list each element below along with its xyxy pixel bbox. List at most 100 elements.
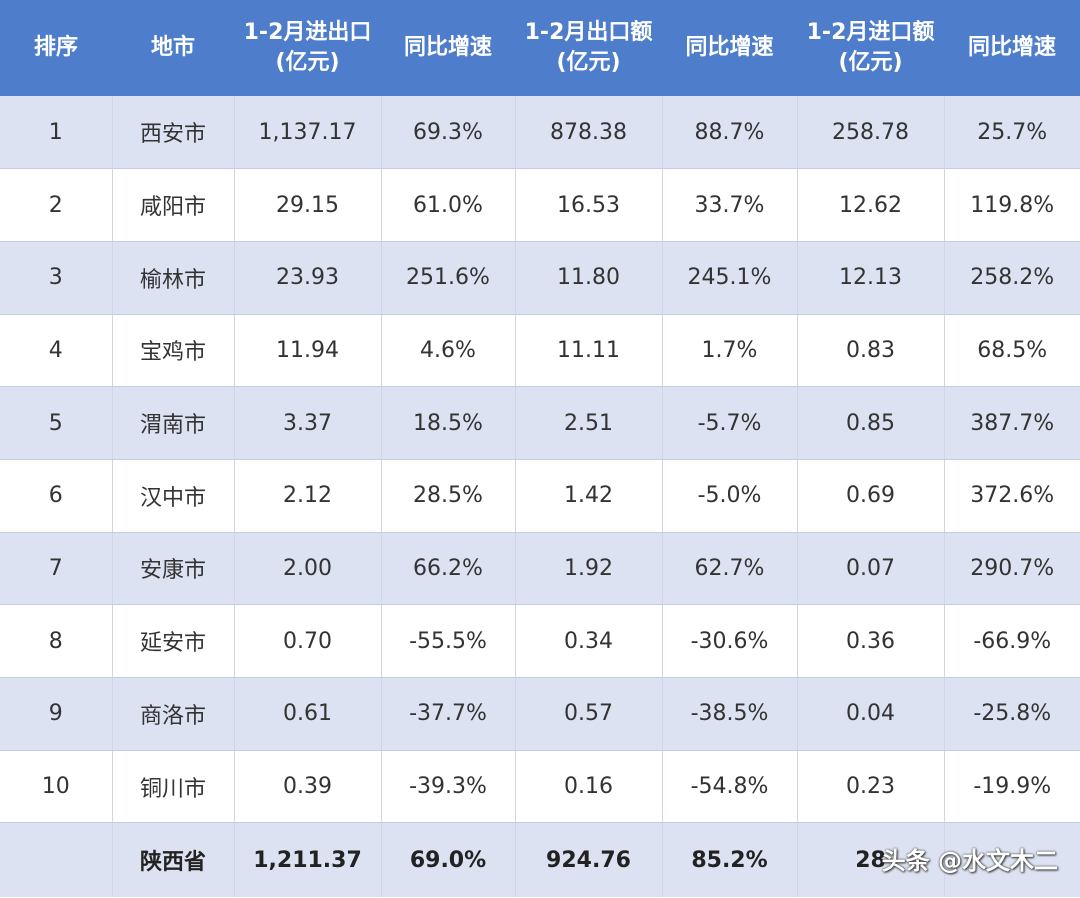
- cell-total: 2.00: [233, 532, 381, 606]
- header-city: 地市: [112, 0, 234, 96]
- cell-import: 0.04: [796, 677, 944, 751]
- header-import-line1: 1-2月进口额: [806, 20, 935, 45]
- cell-import: 0.85: [796, 386, 944, 460]
- cell-export: 16.53: [514, 168, 662, 242]
- header-export-yoy: 同比增速: [662, 0, 797, 96]
- watermark: 头条 @水文木二: [881, 847, 1058, 875]
- cell-import: 12.13: [796, 241, 944, 315]
- cell-rank: 5: [0, 386, 112, 460]
- header-rank: 排序: [0, 0, 112, 96]
- table-row: 8 延安市 0.70 -55.5% 0.34 -30.6% 0.36 -66.9…: [0, 604, 1080, 678]
- cell-total-yoy: 251.6%: [380, 241, 515, 315]
- cell-city: 安康市: [111, 532, 234, 606]
- table-row: 2 咸阳市 29.15 61.0% 16.53 33.7% 12.62 119.…: [0, 168, 1080, 242]
- header-import-yoy: 同比增速: [944, 0, 1080, 96]
- cell-export: 11.80: [514, 241, 662, 315]
- cell-export: 11.11: [514, 314, 662, 388]
- table-row: 1 西安市 1,137.17 69.3% 878.38 88.7% 258.78…: [0, 96, 1080, 170]
- cell-rank: 8: [0, 604, 112, 678]
- cell-import-yoy: -19.9%: [943, 750, 1080, 824]
- cell-total-yoy: 66.2%: [380, 532, 515, 606]
- total-import-yoy: [943, 822, 1080, 897]
- cell-import: 0.83: [796, 314, 944, 388]
- cell-city: 渭南市: [111, 386, 234, 460]
- cell-total: 23.93: [233, 241, 381, 315]
- header-import-line2: (亿元): [838, 50, 903, 75]
- cell-import-yoy: -25.8%: [943, 677, 1080, 751]
- cell-import-yoy: 387.7%: [943, 386, 1080, 460]
- cell-export: 1.92: [514, 532, 662, 606]
- cell-rank: 6: [0, 459, 112, 533]
- table-row: 4 宝鸡市 11.94 4.6% 11.11 1.7% 0.83 68.5%: [0, 314, 1080, 388]
- total-row: 陕西省 1,211.37 69.0% 924.76 85.2% 28: [0, 822, 1080, 897]
- cell-import-yoy: 119.8%: [943, 168, 1080, 242]
- cell-total: 29.15: [233, 168, 381, 242]
- cell-city: 宝鸡市: [111, 314, 234, 388]
- cell-total-yoy: -37.7%: [380, 677, 515, 751]
- cell-import-yoy: -66.9%: [943, 604, 1080, 678]
- cell-export-yoy: -5.0%: [661, 459, 797, 533]
- cell-export: 1.42: [514, 459, 662, 533]
- table-row: 5 渭南市 3.37 18.5% 2.51 -5.7% 0.85 387.7%: [0, 386, 1080, 460]
- cell-import: 0.69: [796, 459, 944, 533]
- cell-import: 258.78: [796, 96, 944, 170]
- cell-rank: 3: [0, 241, 112, 315]
- header-export: 1-2月出口额 (亿元): [515, 0, 662, 96]
- cell-rank: 1: [0, 96, 112, 170]
- header-row: 排序 地市 1-2月进出口 (亿元) 同比增速 1-2月出口额 (亿元) 同比增…: [0, 0, 1080, 96]
- cell-total: 11.94: [233, 314, 381, 388]
- cell-export: 0.16: [514, 750, 662, 824]
- cell-total-yoy: 28.5%: [380, 459, 515, 533]
- cell-export-yoy: 245.1%: [661, 241, 797, 315]
- total-city: 陕西省: [111, 822, 234, 897]
- cell-total-yoy: 69.3%: [380, 96, 515, 170]
- cell-total: 2.12: [233, 459, 381, 533]
- table-row: 6 汉中市 2.12 28.5% 1.42 -5.0% 0.69 372.6%: [0, 459, 1080, 533]
- cell-export-yoy: 88.7%: [661, 96, 797, 170]
- cell-total: 0.70: [233, 604, 381, 678]
- cell-import-yoy: 372.6%: [943, 459, 1080, 533]
- cell-import-yoy: 258.2%: [943, 241, 1080, 315]
- total-export-yoy: 85.2%: [661, 822, 797, 897]
- cell-rank: 10: [0, 750, 112, 824]
- cell-city: 汉中市: [111, 459, 234, 533]
- cell-rank: 2: [0, 168, 112, 242]
- cell-export-yoy: -54.8%: [661, 750, 797, 824]
- header-export-line2: (亿元): [556, 50, 621, 75]
- cell-export-yoy: 1.7%: [661, 314, 797, 388]
- cell-import-yoy: 68.5%: [943, 314, 1080, 388]
- cell-city: 榆林市: [111, 241, 234, 315]
- cell-export-yoy: -30.6%: [661, 604, 797, 678]
- cell-export: 0.57: [514, 677, 662, 751]
- table-row: 9 商洛市 0.61 -37.7% 0.57 -38.5% 0.04 -25.8…: [0, 677, 1080, 751]
- header-total: 1-2月进出口 (亿元): [234, 0, 381, 96]
- cell-import-yoy: 290.7%: [943, 532, 1080, 606]
- header-total-line2: (亿元): [275, 50, 340, 75]
- cell-city: 铜川市: [111, 750, 234, 824]
- table-row: 3 榆林市 23.93 251.6% 11.80 245.1% 12.13 25…: [0, 241, 1080, 315]
- cell-import-yoy: 25.7%: [943, 96, 1080, 170]
- header-export-line1: 1-2月出口额: [524, 20, 653, 45]
- header-total-line1: 1-2月进出口: [243, 20, 372, 45]
- table-row: 10 铜川市 0.39 -39.3% 0.16 -54.8% 0.23 -19.…: [0, 750, 1080, 824]
- header-total-yoy: 同比增速: [381, 0, 515, 96]
- cell-total-yoy: 18.5%: [380, 386, 515, 460]
- cell-city: 延安市: [111, 604, 234, 678]
- total-total: 1,211.37: [233, 822, 381, 897]
- header-import: 1-2月进口额 (亿元): [797, 0, 944, 96]
- cell-total: 0.39: [233, 750, 381, 824]
- cell-rank: 4: [0, 314, 112, 388]
- cell-city: 西安市: [111, 96, 234, 170]
- cell-import: 0.23: [796, 750, 944, 824]
- cell-rank: 7: [0, 532, 112, 606]
- cell-export-yoy: -38.5%: [661, 677, 797, 751]
- total-rank: [0, 822, 112, 897]
- cell-export-yoy: 33.7%: [661, 168, 797, 242]
- cell-city: 商洛市: [111, 677, 234, 751]
- cell-total: 3.37: [233, 386, 381, 460]
- total-export: 924.76: [514, 822, 662, 897]
- cell-import: 0.36: [796, 604, 944, 678]
- cell-export: 0.34: [514, 604, 662, 678]
- cell-total-yoy: -55.5%: [380, 604, 515, 678]
